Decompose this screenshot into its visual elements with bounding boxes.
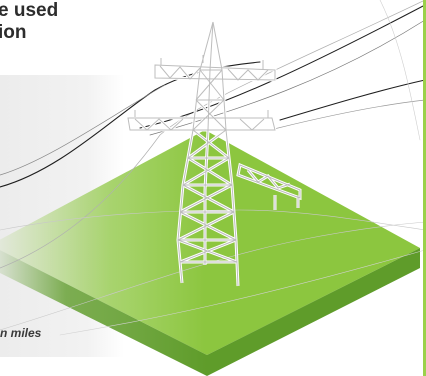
ground-right-face <box>207 248 420 376</box>
ground-top-face <box>0 130 420 355</box>
ground-left-face <box>0 250 207 376</box>
distance-label: n miles <box>0 326 42 340</box>
heading-line-2: ion <box>0 22 27 43</box>
heading-line-1: e used <box>0 0 59 21</box>
transmission-tower-icon <box>126 20 302 288</box>
ground-block <box>0 130 420 376</box>
accent-edge-bar <box>423 0 426 376</box>
section-heading: e used ion <box>0 0 58 44</box>
